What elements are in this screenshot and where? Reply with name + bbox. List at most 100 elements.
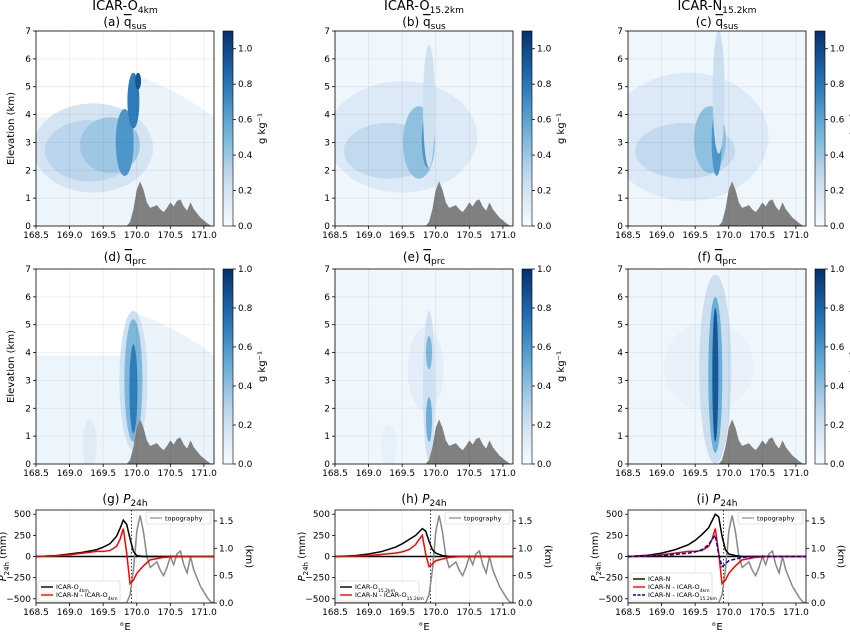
x-tick-label: 169.5 <box>90 469 116 479</box>
y-axis-label: P24h (mm) <box>590 531 603 581</box>
y-tick-label: 2 <box>617 404 623 414</box>
contour-fill <box>423 310 436 462</box>
x-tick-label: 169.5 <box>682 469 708 479</box>
y-tick-label: 4 <box>617 111 623 121</box>
colorbar <box>814 30 826 227</box>
colorbar-tick-label: 0.2 <box>830 421 844 431</box>
x-tick-label: 169.0 <box>649 608 675 618</box>
series-legend <box>37 580 121 602</box>
axes-frame <box>334 268 514 465</box>
y-tick-label: 1 <box>324 194 330 204</box>
y-tick-label: 3 <box>324 376 330 386</box>
x-tick-label: 171.0 <box>191 469 217 479</box>
y-tick-label: 5 <box>25 321 31 331</box>
x-tick-label: 170.0 <box>124 608 150 618</box>
y2-tick-label: 1.5 <box>811 517 825 527</box>
series-legend <box>336 580 420 602</box>
precip-panel-1: 168.5 169.0 169.5 170.0 170.5 171.0 °E −500 −250… <box>297 492 553 633</box>
y-tick-label: 6 <box>25 293 31 303</box>
colorbar-tick-label: 0.4 <box>537 151 552 161</box>
y-tick-label: −500 <box>6 595 31 605</box>
x-tick-label: 170.0 <box>423 469 449 479</box>
colorbar-tick-label: 0.4 <box>238 382 253 392</box>
colorbar-tick-label: 1.0 <box>830 265 845 275</box>
prc-panel-0: 168.5 169.0 169.5 170.0 170.5 171.0 0 1 2 3 4 5 6 7 El… <box>6 250 268 479</box>
x-tick-label: 171.0 <box>490 231 516 241</box>
axes-frame <box>35 30 215 227</box>
y-tick-label: 0 <box>617 222 623 232</box>
x-tick-label: 170.5 <box>456 231 482 241</box>
x-tick-label: 170.5 <box>456 469 482 479</box>
colorbar-tick-label: 0.0 <box>537 222 552 232</box>
x-tick-label: 170.0 <box>716 231 742 241</box>
legend-label: ICAR-N - ICAR-O4km <box>648 583 710 594</box>
y-tick-label: 5 <box>324 321 330 331</box>
panel-title: (i) P24h <box>697 492 738 509</box>
x-axis-label: °E <box>711 622 722 633</box>
colorbar-tick-label: 1.0 <box>830 45 845 55</box>
y-tick-label: 0 <box>25 553 31 563</box>
y-tick-label: 0 <box>324 553 330 563</box>
colorbar-tick-label: 0.8 <box>830 80 845 90</box>
y2-axis-label: (km) <box>243 545 254 568</box>
colorbar-label: g kg⁻¹ <box>556 351 567 382</box>
y-tick-label: 4 <box>25 111 31 121</box>
panel-title: (c) qsus <box>696 15 739 32</box>
contour-fill <box>423 44 436 168</box>
y-axis-label: Elevation (km) <box>6 92 17 165</box>
contour-fill <box>712 31 725 154</box>
x-tick-label: 169.0 <box>649 469 675 479</box>
axes-frame <box>35 268 215 465</box>
legend-label: ICAR-N <box>648 575 671 583</box>
colorbar-tick-label: 0.0 <box>830 222 845 232</box>
panel-title: (g) P24h <box>102 492 147 509</box>
y-tick-label: 4 <box>617 349 623 359</box>
contour-fill <box>380 425 397 464</box>
x-tick-label: 169.5 <box>90 231 116 241</box>
topography-legend <box>737 511 804 525</box>
colorbar-label: g kg⁻¹ <box>257 351 268 382</box>
colorbar-tick-label: 1.0 <box>238 265 253 275</box>
series-legend <box>629 572 713 602</box>
y-tick-label: 250 <box>313 531 330 541</box>
x-tick-label: 170.5 <box>157 608 183 618</box>
y-tick-label: 0 <box>324 222 330 232</box>
column-title: ICAR-O4km <box>92 0 158 16</box>
y-tick-label: 6 <box>617 55 623 65</box>
x-tick-label: 168.5 <box>23 608 49 618</box>
x-tick-label: 168.5 <box>615 469 641 479</box>
series-line-1 <box>36 528 214 586</box>
y2-tick-label: 1.0 <box>811 544 826 554</box>
colorbar-tick-label: 1.0 <box>238 45 253 55</box>
y-tick-label: 2 <box>324 404 330 414</box>
x-tick-label: 170.5 <box>456 608 482 618</box>
x-tick-label: 169.5 <box>389 608 415 618</box>
y-axis-label: P24h (mm) <box>297 531 310 581</box>
y-tick-label: 0 <box>324 460 330 470</box>
colorbar-tick-label: 0.6 <box>238 116 253 126</box>
colorbar-tick-label: 0.0 <box>830 460 845 470</box>
y-tick-label: 5 <box>324 83 330 93</box>
y-tick-label: 0 <box>617 460 623 470</box>
y-tick-label: 2 <box>324 166 330 176</box>
x-tick-label: 168.5 <box>615 608 641 618</box>
y-tick-label: 4 <box>324 349 330 359</box>
colorbar-label: g kg⁻¹ <box>257 113 268 144</box>
colorbar-tick-label: 0.4 <box>537 382 552 392</box>
legend-label: topography <box>464 515 502 523</box>
prc-panel-1: 168.5 169.0 169.5 170.0 170.5 171.0 0 1 2 3 4 5 6 7 (e… <box>322 250 567 479</box>
y-tick-label: 6 <box>25 55 31 65</box>
precip-panel-2: 168.5 169.0 169.5 170.0 170.5 171.0 °E −500 −250… <box>590 492 846 633</box>
y-tick-label: 1 <box>25 432 31 442</box>
topography-fill <box>628 419 806 464</box>
colorbar <box>521 30 533 227</box>
panel-title: (h) P24h <box>401 492 446 509</box>
x-tick-label: 169.0 <box>57 608 83 618</box>
x-tick-label: 170.5 <box>749 469 775 479</box>
y-tick-label: 7 <box>324 27 330 37</box>
x-tick-label: 168.5 <box>322 469 348 479</box>
colorbar-tick-label: 0.4 <box>830 382 845 392</box>
topography-fill <box>36 181 214 226</box>
y-tick-label: 1 <box>617 432 623 442</box>
legend-label: ICAR-N - ICAR-O4km <box>56 591 118 602</box>
